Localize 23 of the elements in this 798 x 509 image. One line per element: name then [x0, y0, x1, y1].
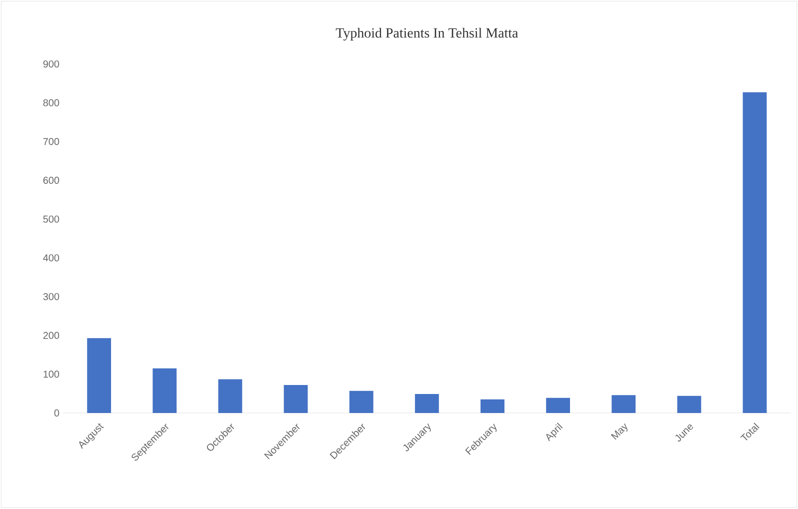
x-tick-label: May [610, 423, 628, 440]
bar [546, 398, 570, 414]
bar [87, 338, 112, 414]
bar [612, 395, 636, 414]
bar [349, 390, 374, 414]
bar [218, 379, 242, 414]
y-tick-label: 500 [43, 216, 60, 223]
y-tick-label: 900 [43, 60, 60, 68]
y-tick-label: 400 [43, 254, 60, 262]
y-tick-label: 300 [43, 293, 60, 300]
bar [742, 92, 767, 414]
bar [677, 396, 702, 414]
y-tick-label: 600 [43, 176, 60, 184]
bar [414, 394, 439, 414]
y-tick-label: 700 [43, 138, 60, 146]
y-tick-label: 200 [43, 332, 60, 339]
chart-title: Typhoid Patients In Tehsil Matta [336, 28, 518, 41]
bar [480, 399, 504, 414]
bar [284, 385, 308, 414]
bar [152, 368, 177, 414]
y-tick-label: 800 [43, 99, 60, 106]
y-tick-label: 100 [44, 370, 60, 378]
y-tick-label: 0 [54, 409, 60, 417]
